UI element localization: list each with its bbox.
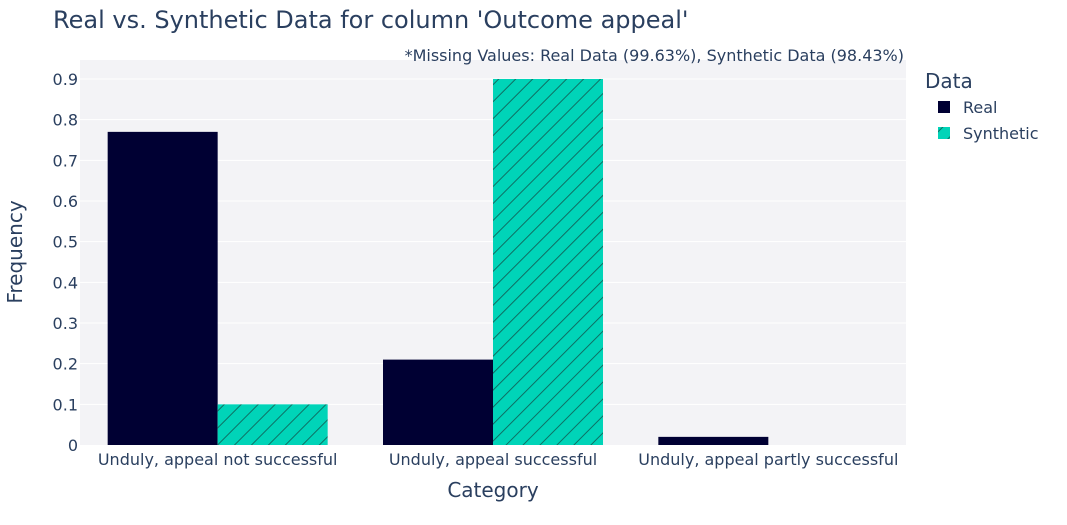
legend-swatch-real xyxy=(938,101,950,113)
legend-title: Data xyxy=(925,69,973,93)
legend: Data Real Synthetic xyxy=(925,69,1039,143)
legend-item-synthetic[interactable]: Synthetic xyxy=(938,124,1039,143)
y-tick-label: 0.7 xyxy=(53,151,78,170)
bar-real-1[interactable] xyxy=(383,359,493,445)
x-tick-label: Unduly, appeal not successful xyxy=(98,450,338,469)
x-axis-title: Category xyxy=(447,478,539,502)
chart-title: Real vs. Synthetic Data for column 'Outc… xyxy=(53,6,688,34)
bars xyxy=(107,79,769,445)
y-tick-label: 0.9 xyxy=(53,70,78,89)
bar-synthetic-1[interactable] xyxy=(493,79,603,445)
y-tick-label: 0 xyxy=(68,436,78,455)
y-tick-label: 0.5 xyxy=(53,233,78,252)
y-tick-label: 0.8 xyxy=(53,111,78,130)
bar-real-2[interactable] xyxy=(658,436,769,445)
y-tick-labels: 0 0.1 0.2 0.3 0.4 0.5 0.6 0.7 0.8 0.9 xyxy=(53,70,78,455)
bar-synthetic-0[interactable] xyxy=(217,404,328,445)
x-tick-label: Unduly, appeal successful xyxy=(389,450,597,469)
y-tick-label: 0.3 xyxy=(53,314,78,333)
bar-real-0[interactable] xyxy=(107,131,218,445)
x-tick-label: Unduly, appeal partly successful xyxy=(638,450,898,469)
legend-label-synthetic: Synthetic xyxy=(963,124,1039,143)
y-axis-title: Frequency xyxy=(3,200,27,303)
y-tick-label: 0.2 xyxy=(53,355,78,374)
x-tick-labels: Unduly, appeal not successful Unduly, app… xyxy=(98,450,899,469)
y-tick-label: 0.6 xyxy=(53,192,78,211)
chart-subtitle: *Missing Values: Real Data (99.63%), Syn… xyxy=(405,46,904,65)
y-tick-label: 0.1 xyxy=(53,395,78,414)
legend-label-real: Real xyxy=(963,98,998,117)
legend-swatch-synthetic xyxy=(938,127,950,139)
y-tick-label: 0.4 xyxy=(53,273,78,292)
legend-item-real[interactable]: Real xyxy=(938,98,998,117)
